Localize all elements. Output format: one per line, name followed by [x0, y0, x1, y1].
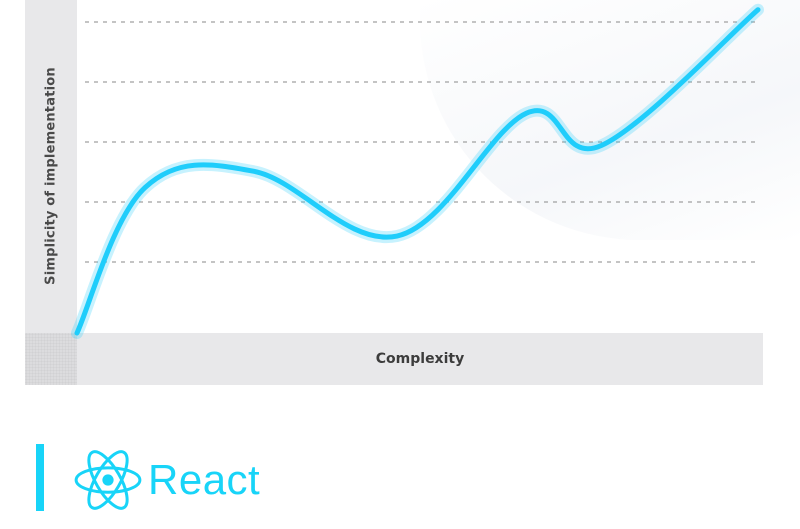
series-group	[71, 3, 764, 339]
chart-plot	[71, 3, 764, 339]
axis-corner	[25, 333, 77, 385]
brand-name: React	[148, 456, 261, 503]
x-axis-label: Complexity	[375, 351, 465, 367]
y-axis-band	[25, 0, 77, 333]
brand-accent-bar	[36, 444, 44, 511]
series-line-glow	[71, 3, 764, 339]
series-line	[74, 7, 761, 336]
react-atom-icon	[74, 450, 142, 510]
brand-logo: React	[70, 450, 260, 510]
x-axis-band	[25, 333, 763, 385]
